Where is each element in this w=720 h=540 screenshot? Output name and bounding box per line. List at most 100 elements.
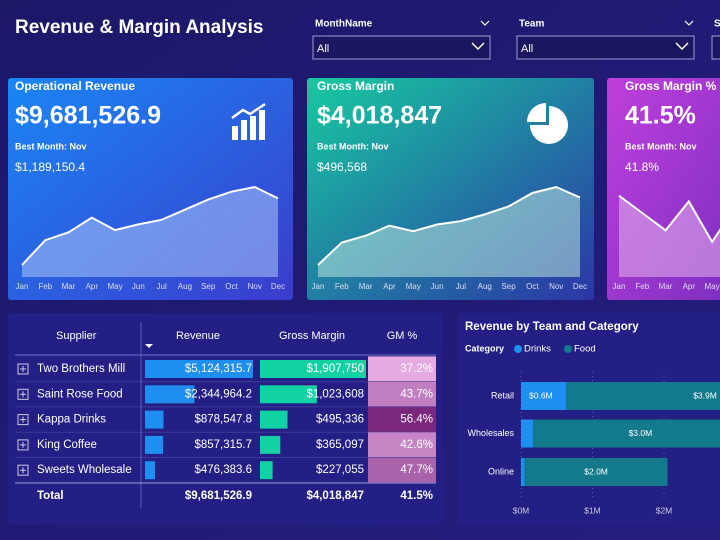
- revenue-bar: [145, 461, 156, 480]
- expand-icon: [17, 363, 29, 375]
- revenue-value: $878,547.8: [194, 414, 252, 426]
- bar: [521, 458, 525, 486]
- month-label: Sep: [501, 282, 516, 291]
- bar-label: $3.0M: [629, 428, 653, 438]
- x-tick-label: $1M: [584, 505, 601, 515]
- month-label: Jan: [613, 282, 626, 291]
- best-month-value: $496,568: [317, 160, 367, 174]
- supplier-name: King Coffee: [37, 439, 97, 451]
- month-label: May: [705, 282, 720, 291]
- chevron: [480, 20, 490, 26]
- supplier-name: Two Brothers Mill: [37, 363, 125, 375]
- month-label: Jul: [157, 282, 167, 291]
- area: [318, 187, 580, 277]
- category-label: Retail: [491, 390, 514, 400]
- expand-icon: [17, 414, 29, 426]
- month-label: Mar: [359, 282, 373, 291]
- card-value: $9,681,526.9: [15, 102, 161, 130]
- gm-cell: [368, 381, 436, 407]
- supplier-name: Sweets Wholesale: [37, 464, 132, 476]
- card-title: Gross Margin %: [625, 79, 717, 93]
- filter-dropdown[interactable]: [312, 35, 491, 60]
- month-label: Oct: [225, 282, 238, 291]
- month-label: Feb: [635, 282, 649, 291]
- category-label: Online: [488, 466, 514, 476]
- column-header: Supplier: [56, 330, 97, 342]
- card-value: $4,018,847: [317, 102, 442, 130]
- expand-plus: [20, 366, 26, 372]
- best-month-label: Best Month: Nov: [625, 141, 697, 151]
- month-label: Apr: [683, 282, 696, 291]
- kpi-cards: Operational Revenue $9,681,526.9 Best Mont…: [8, 78, 720, 300]
- line: [618, 194, 720, 244]
- month-label: Mar: [62, 282, 76, 291]
- gm-value: 56.4%: [400, 414, 433, 426]
- month-label: Sep: [201, 282, 216, 291]
- revenue-value: $5,124,315.7: [185, 363, 252, 375]
- month-label: Mar: [659, 282, 673, 291]
- expand-plus: [20, 416, 26, 423]
- month-label: Aug: [178, 282, 192, 291]
- bar-label: $3.9M: [693, 390, 717, 400]
- bar-label: $2.0M: [584, 466, 608, 476]
- supplier-name: Saint Rose Food: [37, 388, 123, 400]
- revenue-bar: [145, 360, 253, 378]
- x-tick-label: $0M: [513, 505, 530, 515]
- expand-plus: [20, 467, 26, 474]
- month-label: Feb: [335, 282, 349, 291]
- area: [619, 195, 720, 277]
- month-label: Apr: [86, 282, 99, 291]
- total-margin-label: $4,018,847: [306, 490, 364, 502]
- revenue-bar: [145, 410, 164, 429]
- expand-icon: [17, 388, 29, 400]
- month-label: Jun: [431, 282, 444, 291]
- bar-label: $0.6M: [529, 390, 553, 400]
- gm-cell: [368, 356, 436, 382]
- margin-value: $227,055: [316, 464, 364, 476]
- category-label: Wholesales: [467, 428, 514, 438]
- content: MonthName All Team All S Revenue by Team and …: [15, 19, 720, 515]
- expand-icon: [17, 439, 29, 451]
- month-label: Feb: [38, 282, 52, 291]
- margin-bar: [260, 435, 281, 454]
- chevron: [684, 20, 694, 26]
- chart-title: Revenue by Team and Category: [465, 321, 639, 333]
- legend-title: Category: [465, 343, 504, 353]
- total-gm-label: 41.5%: [400, 490, 433, 502]
- gm-cell: [368, 407, 436, 433]
- filter-dropdown[interactable]: [711, 35, 720, 60]
- revenue-bar: [145, 385, 195, 404]
- filter-value: All: [317, 43, 329, 55]
- month-label: Dec: [573, 282, 587, 291]
- best-month-value: 41.8%: [625, 160, 659, 174]
- month-label: Nov: [248, 282, 262, 291]
- dropdown-arrow: [471, 42, 485, 51]
- revenue-bar: [145, 435, 164, 454]
- month-label: Jun: [132, 282, 145, 291]
- bar: [521, 382, 567, 410]
- month-label: May: [406, 282, 421, 291]
- gm-cell: [368, 457, 436, 483]
- gm-cell: [368, 432, 436, 458]
- dropdown-arrow: [675, 42, 689, 51]
- expand-icon: [17, 464, 29, 476]
- legend-swatch: [564, 345, 572, 353]
- gm-value: 47.7%: [400, 464, 433, 476]
- margin-value: $1,023,608: [306, 388, 364, 400]
- month-label: Jan: [312, 282, 325, 291]
- filter-dropdown[interactable]: [516, 35, 695, 60]
- best-month-value: $1,189,150.4: [15, 160, 85, 174]
- legend-label: Drinks: [524, 344, 551, 355]
- card-value: 41.5%: [625, 102, 696, 130]
- area: [22, 187, 278, 277]
- filter-label: Team: [519, 19, 544, 30]
- revenue-value: $476,383.6: [194, 464, 252, 476]
- margin-bar: [260, 385, 317, 404]
- filter-label: MonthName: [315, 19, 373, 30]
- margin-value: $495,336: [316, 414, 364, 426]
- card-title: Gross Margin: [317, 79, 394, 93]
- month-label: Apr: [383, 282, 396, 291]
- legend-swatch: [514, 345, 522, 353]
- gm-value: 43.7%: [400, 388, 433, 400]
